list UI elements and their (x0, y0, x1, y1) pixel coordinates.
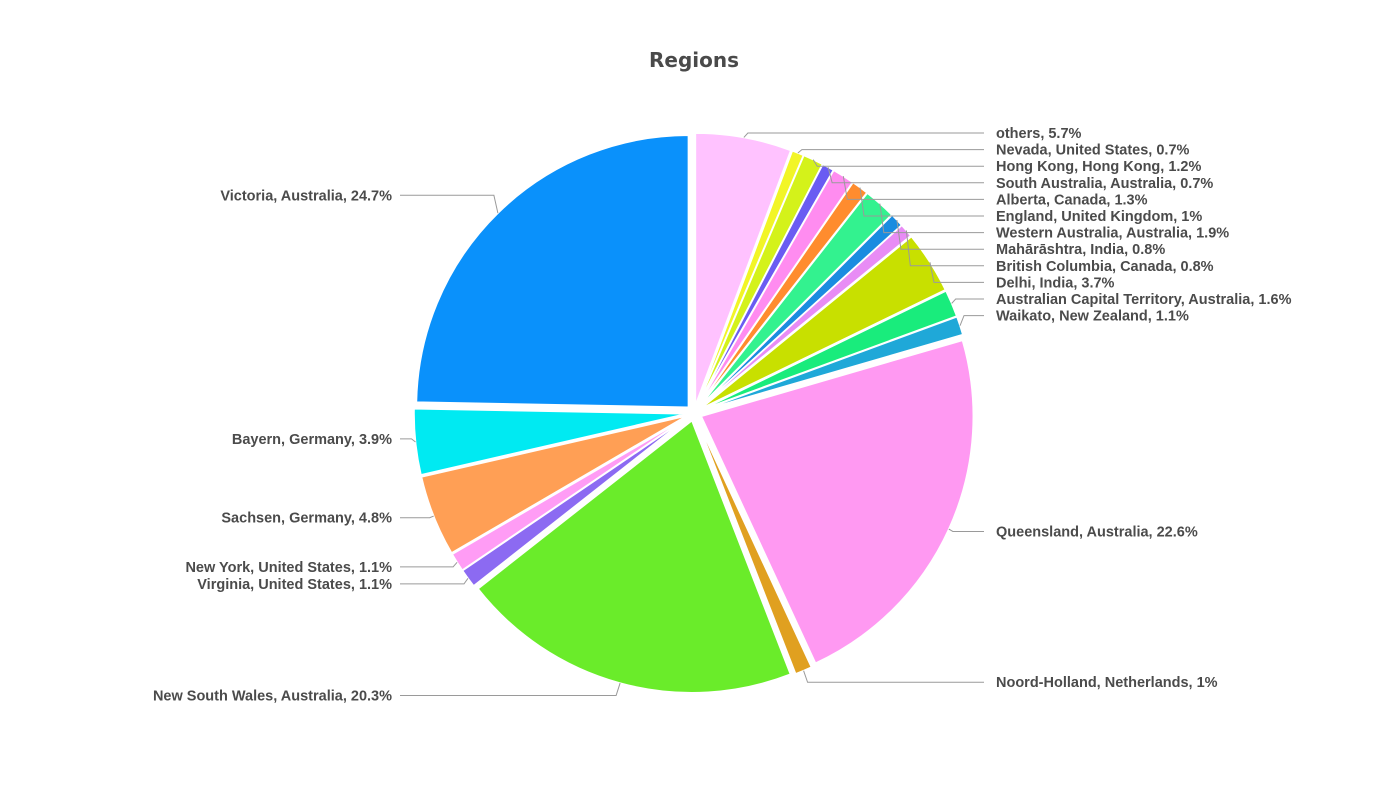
leader-line-others (743, 132, 984, 138)
leader-line-british-columbia (905, 230, 984, 267)
chart-title: Regions (648, 48, 740, 72)
pie-slice-bayern (413, 407, 687, 476)
slice-label-new-york: New York, United States, 1.1% (185, 560, 392, 576)
slice-label-south-australia: South Australia, Australia, 0.7% (996, 176, 1213, 192)
leader-line-bayern (400, 438, 416, 443)
leader-lines-group (400, 132, 984, 696)
slice-label-virginia: Virginia, United States, 1.1% (197, 577, 392, 593)
slice-label-others: others, 5.7% (996, 126, 1082, 142)
pie-slice-victoria (415, 134, 690, 409)
leader-line-south-australia (827, 167, 984, 184)
leader-line-new-york (400, 561, 458, 568)
slice-label-queensland: Queensland, Australia, 22.6% (996, 524, 1198, 540)
leader-line-new-south-wales (400, 682, 621, 696)
slice-label-noord-holland: Noord-Holland, Netherlands, 1% (996, 675, 1218, 691)
leader-line-alberta (842, 176, 984, 200)
slice-label-alberta: Alberta, Canada, 1.3% (996, 192, 1148, 208)
slice-label-maharashtra: Mahārāshtra, India, 0.8% (996, 242, 1165, 258)
pie-slice-new-york (451, 416, 688, 571)
slice-label-australian-capital-territory: Australian Capital Territory, Australia,… (996, 292, 1292, 308)
leader-line-western-australia (879, 203, 984, 234)
slice-label-waikato: Waikato, New Zealand, 1.1% (996, 309, 1189, 325)
leader-line-noord-holland (803, 670, 984, 683)
slice-label-hong-kong: Hong Kong, Hong Kong, 1.2% (996, 159, 1202, 175)
slice-label-western-australia: Western Australia, Australia, 1.9% (996, 226, 1229, 242)
leader-line-waikato (959, 315, 984, 326)
slice-label-sachsen: Sachsen, Germany, 4.8% (221, 511, 392, 527)
leader-line-australian-capital-territory (951, 298, 984, 304)
leader-line-england (859, 187, 984, 217)
leader-line-victoria (400, 194, 499, 214)
pie-slice-sachsen (420, 415, 688, 554)
leader-line-maharashtra (896, 219, 984, 250)
slice-label-delhi: Delhi, India, 3.7% (996, 275, 1115, 291)
slice-label-british-columbia: British Columbia, Canada, 0.8% (996, 259, 1214, 275)
slice-label-new-south-wales: New South Wales, Australia, 20.3% (153, 688, 392, 704)
pie-slice-new-south-wales (477, 419, 792, 694)
leader-line-sachsen (400, 515, 434, 519)
leader-line-nevada (797, 149, 984, 154)
leader-line-delhi (929, 262, 984, 283)
slice-label-england: England, United Kingdom, 1% (996, 209, 1202, 225)
slices-group (413, 132, 975, 694)
slice-label-bayern: Bayern, Germany, 3.9% (232, 432, 392, 448)
leader-line-queensland (948, 528, 984, 532)
pie-slice-british-columbia (699, 224, 912, 409)
leader-line-hong-kong (812, 159, 984, 167)
slice-label-nevada: Nevada, United States, 0.7% (996, 143, 1190, 159)
pie-slice-queensland (700, 339, 975, 664)
leader-line-virginia (400, 578, 469, 585)
labels-group: others, 5.7%Nevada, United States, 0.7%H… (153, 126, 1292, 704)
slice-label-victoria: Victoria, Australia, 24.7% (220, 188, 392, 204)
